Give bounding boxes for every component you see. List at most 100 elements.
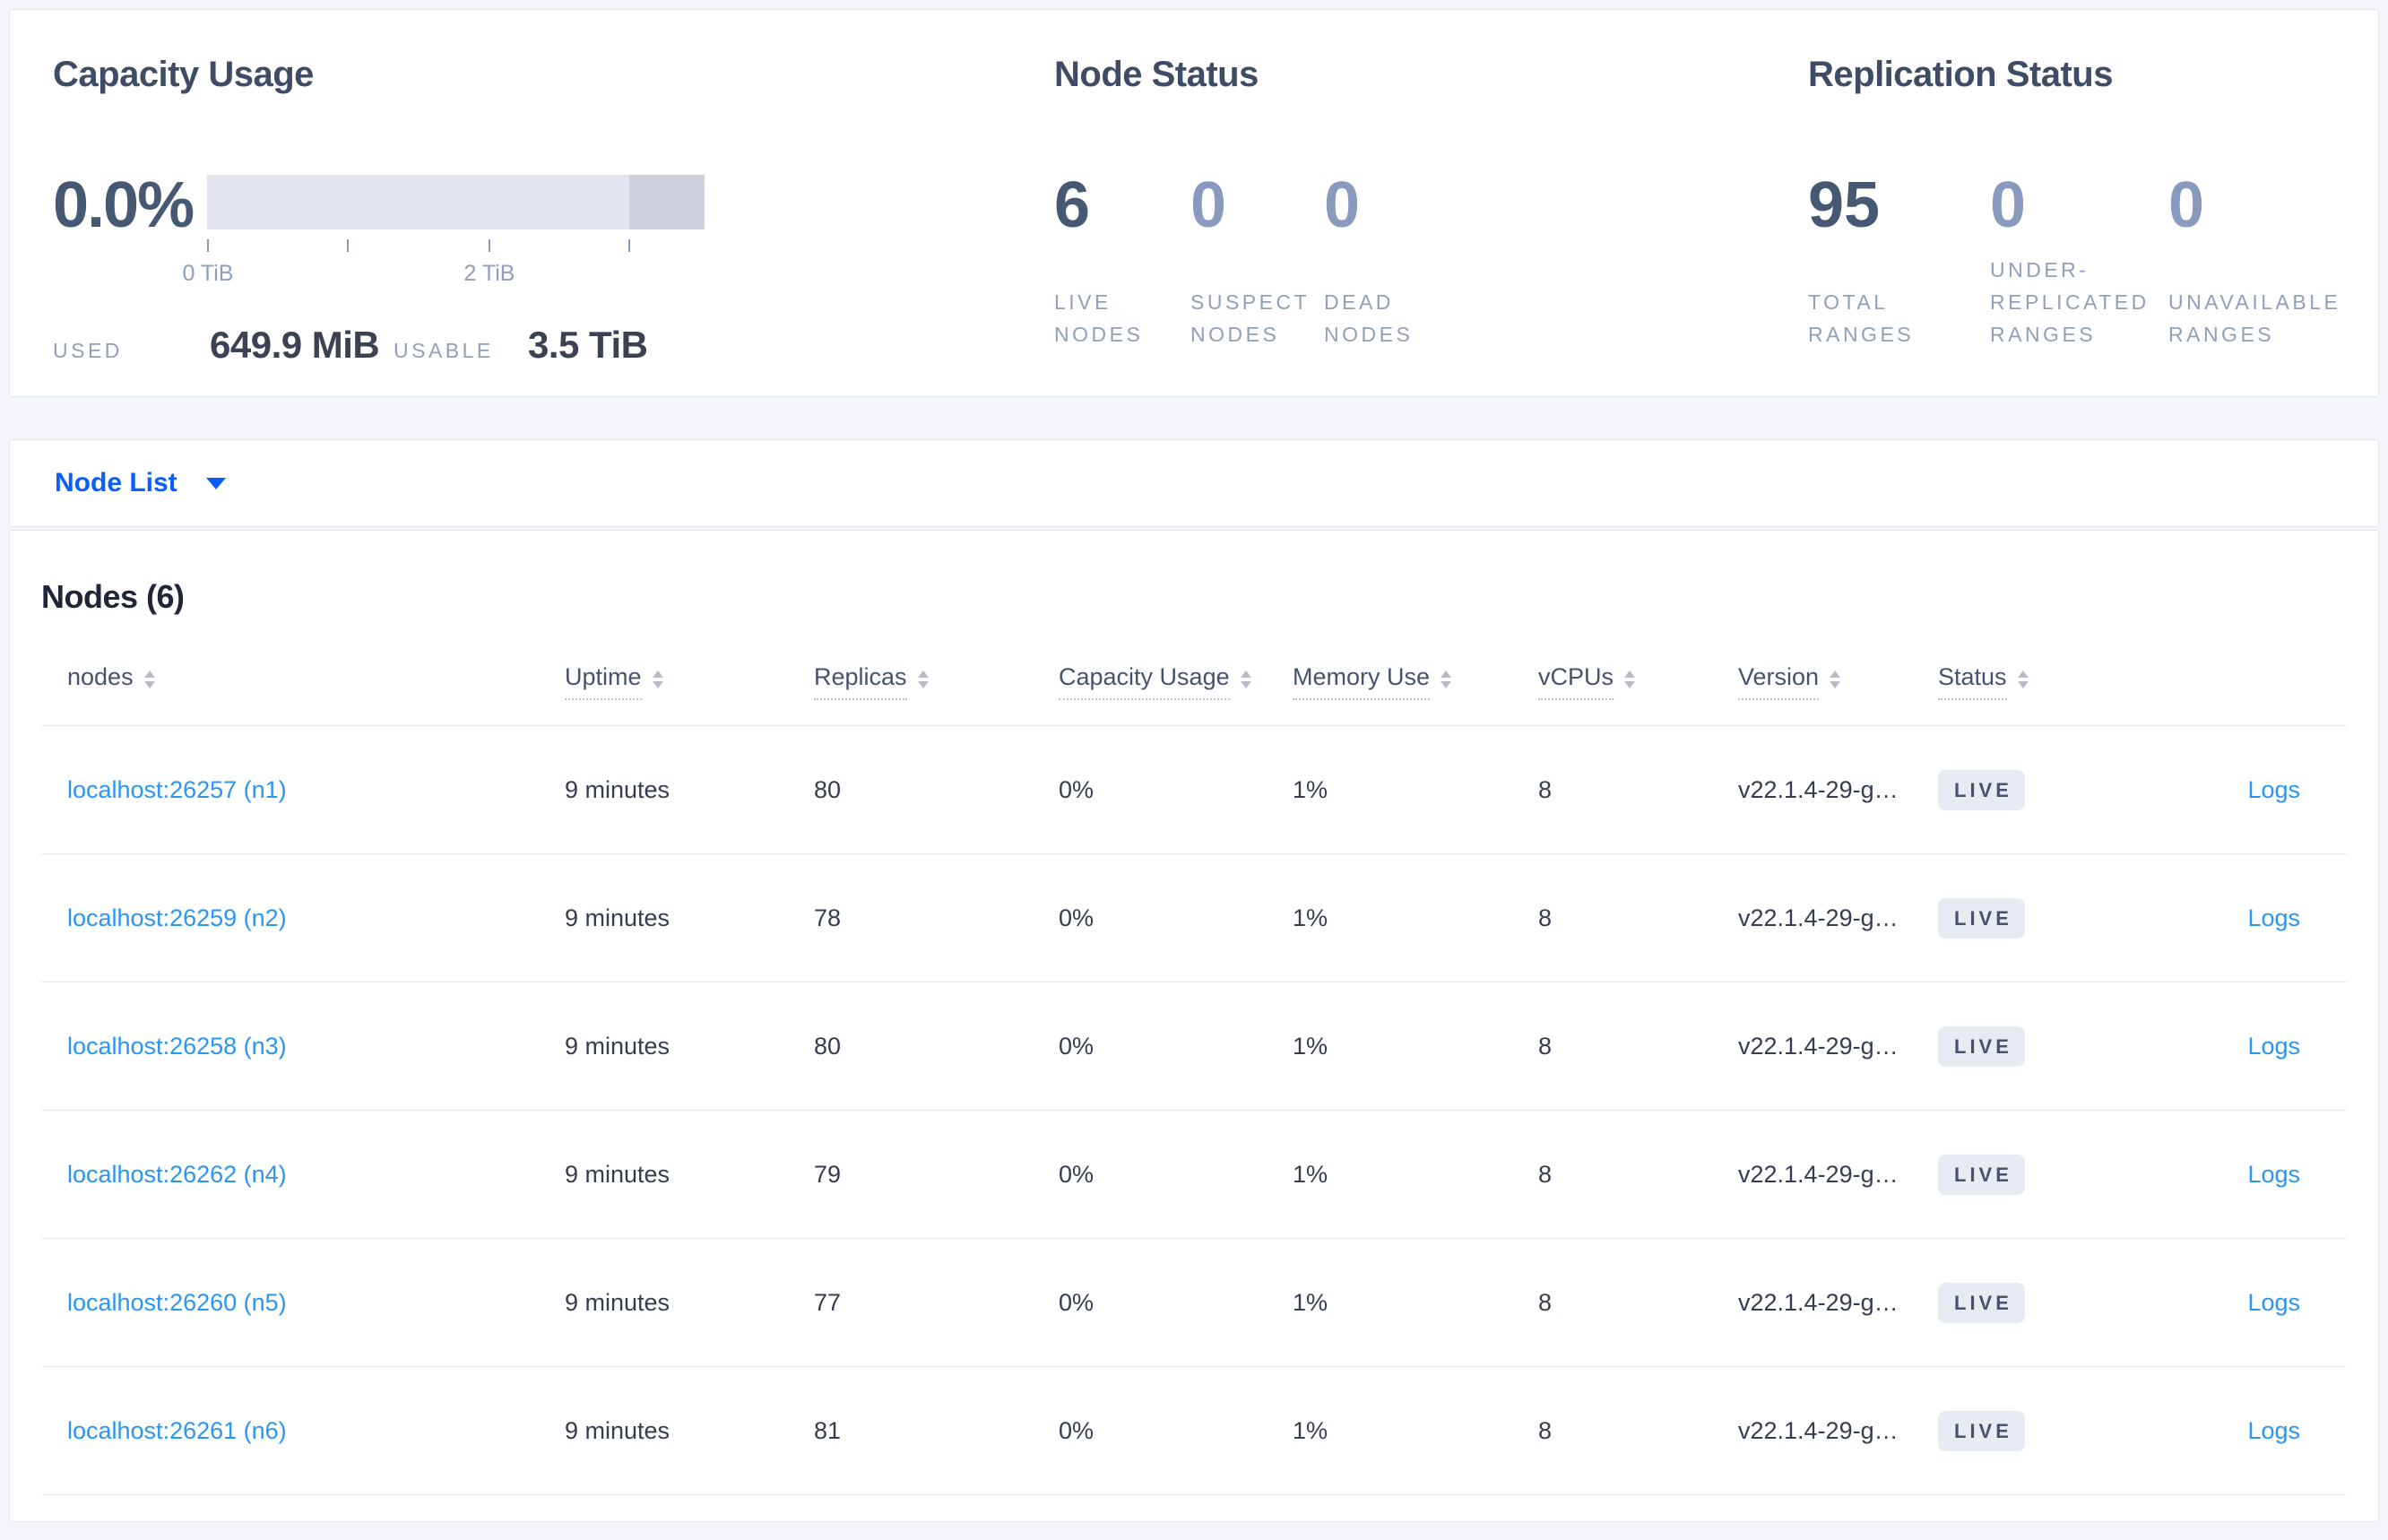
- table-row: localhost:26259 (n2) 9 minutes 78 0% 1% …: [41, 854, 2347, 982]
- node-link[interactable]: localhost:26257 (n1): [67, 775, 287, 803]
- column-header-version[interactable]: Version: [1738, 663, 1938, 700]
- node-link[interactable]: localhost:26262 (n4): [67, 1160, 287, 1188]
- column-header-status[interactable]: Status: [1938, 663, 2193, 700]
- column-label: Replicas: [814, 663, 907, 700]
- capacity-used-row: USED 649.9 MiB USABLE 3.5 TiB: [53, 324, 994, 367]
- replicas-cell: 78: [814, 904, 842, 931]
- column-header-nodes[interactable]: nodes: [41, 663, 565, 700]
- logs-cell: Logs: [2193, 1417, 2347, 1445]
- logs-link[interactable]: Logs: [2247, 1288, 2300, 1316]
- column-header-replicas[interactable]: Replicas: [814, 663, 1059, 700]
- capacity-usage-cell: 0%: [1059, 904, 1094, 931]
- view-selector-dropdown[interactable]: Node List: [55, 468, 226, 498]
- status-cell: LIVE: [1938, 1025, 2193, 1067]
- sort-icon[interactable]: [2017, 670, 2029, 688]
- node-link[interactable]: localhost:26258 (n3): [67, 1032, 287, 1060]
- logs-cell: Logs: [2193, 1033, 2347, 1060]
- under-replicated-metric: 0 UNDER-REPLICATED RANGES: [1990, 173, 2168, 350]
- column-label: Status: [1938, 663, 2007, 700]
- node-link[interactable]: localhost:26260 (n5): [67, 1288, 287, 1316]
- unavailable-ranges-metric: 0 UNAVAILABLE RANGES: [2168, 173, 2361, 350]
- table-row: localhost:26262 (n4) 9 minutes 79 0% 1% …: [41, 1111, 2347, 1239]
- status-badge: LIVE: [1938, 1154, 2025, 1195]
- replicas-cell: 77: [814, 1288, 842, 1316]
- sort-icon[interactable]: [1240, 670, 1251, 688]
- replication-status-title: Replication Status: [1808, 55, 2113, 94]
- capacity-usage-title: Capacity Usage: [53, 55, 314, 94]
- vcpus-cell: 8: [1538, 1416, 1553, 1444]
- status-badge: LIVE: [1938, 1282, 2025, 1323]
- total-ranges-metric: 95 TOTAL RANGES: [1808, 173, 1990, 350]
- used-label: USED: [53, 339, 123, 362]
- node-address-cell: localhost:26260 (n5): [41, 1289, 565, 1317]
- axis-tick: [489, 239, 490, 252]
- logs-link[interactable]: Logs: [2247, 904, 2300, 931]
- node-status-panel: Node Status 6 LIVE NODES 0 SUSPECT NODES…: [1054, 53, 1735, 350]
- suspect-nodes-label: SUSPECT NODES: [1190, 290, 1310, 346]
- memory-use-cell: 1%: [1293, 1416, 1328, 1444]
- uptime-cell: 9 minutes: [565, 1032, 671, 1060]
- logs-link[interactable]: Logs: [2247, 1160, 2300, 1188]
- status-cell: LIVE: [1938, 897, 2193, 939]
- vcpus-cell: 8: [1538, 1288, 1553, 1316]
- column-label: Version: [1738, 663, 1820, 700]
- replicas-cell: 79: [814, 1160, 842, 1188]
- cluster-overview-card: Capacity Usage 0.0% 0 TiB 2 TiB USED 649…: [9, 9, 2379, 397]
- status-badge: LIVE: [1938, 1410, 2025, 1451]
- suspect-nodes-metric: 0 SUSPECT NODES: [1190, 173, 1324, 350]
- logs-cell: Logs: [2193, 904, 2347, 932]
- column-header-capacity-usage[interactable]: Capacity Usage: [1059, 663, 1293, 700]
- sort-icon[interactable]: [917, 670, 929, 688]
- column-header-vcpus[interactable]: vCPUs: [1538, 663, 1738, 700]
- logs-link[interactable]: Logs: [2247, 1032, 2300, 1060]
- status-cell: LIVE: [1938, 1154, 2193, 1195]
- vcpus-cell: 8: [1538, 904, 1553, 931]
- unavailable-ranges-value: 0: [2168, 169, 2205, 241]
- column-header-uptime[interactable]: Uptime: [565, 663, 814, 700]
- total-ranges-label: TOTAL RANGES: [1808, 290, 1915, 346]
- live-nodes-metric: 6 LIVE NODES: [1054, 173, 1190, 350]
- under-replicated-value: 0: [1990, 169, 2027, 241]
- capacity-usage-row: 0.0% 0 TiB 2 TiB: [53, 173, 994, 290]
- memory-use-cell: 1%: [1293, 1288, 1328, 1316]
- memory-use-cell: 1%: [1293, 904, 1328, 931]
- node-address-cell: localhost:26262 (n4): [41, 1161, 565, 1189]
- column-label: Memory Use: [1293, 663, 1431, 700]
- node-address-cell: localhost:26261 (n6): [41, 1417, 565, 1445]
- version-cell: v22.1.4-29-g…: [1738, 1032, 1899, 1060]
- memory-use-cell: 1%: [1293, 1032, 1328, 1060]
- total-ranges-value: 95: [1808, 169, 1881, 241]
- sort-icon[interactable]: [1624, 670, 1636, 688]
- dead-nodes-value: 0: [1324, 169, 1361, 241]
- status-badge: LIVE: [1938, 1025, 2025, 1067]
- memory-use-cell: 1%: [1293, 1160, 1328, 1188]
- vcpus-cell: 8: [1538, 1032, 1553, 1060]
- logs-cell: Logs: [2193, 1161, 2347, 1189]
- node-status-title: Node Status: [1054, 55, 1259, 94]
- replication-status-panel: Replication Status 95 TOTAL RANGES 0 UND…: [1808, 53, 2364, 350]
- logs-cell: Logs: [2193, 1289, 2347, 1317]
- node-link[interactable]: localhost:26259 (n2): [67, 904, 287, 931]
- sort-icon[interactable]: [1441, 670, 1452, 688]
- logs-cell: Logs: [2193, 776, 2347, 804]
- table-row: localhost:26257 (n1) 9 minutes 80 0% 1% …: [41, 726, 2347, 854]
- logs-link[interactable]: Logs: [2247, 775, 2300, 803]
- axis-tick: [207, 239, 209, 252]
- version-cell: v22.1.4-29-g…: [1738, 904, 1899, 931]
- logs-link[interactable]: Logs: [2247, 1416, 2300, 1444]
- node-address-cell: localhost:26257 (n1): [41, 776, 565, 804]
- usable-label: USABLE: [394, 339, 494, 362]
- node-status-metrics: 6 LIVE NODES 0 SUSPECT NODES 0 DEAD NODE…: [1054, 173, 1735, 350]
- column-header-memory-use[interactable]: Memory Use: [1293, 663, 1538, 700]
- sort-icon[interactable]: [143, 670, 155, 688]
- table-header-row: nodes Uptime Replicas Capacity Usage Mem…: [41, 638, 2347, 726]
- node-link[interactable]: localhost:26261 (n6): [67, 1416, 287, 1444]
- status-cell: LIVE: [1938, 1410, 2193, 1451]
- sort-icon[interactable]: [652, 670, 663, 688]
- replicas-cell: 80: [814, 1032, 842, 1060]
- nodes-section-title: Nodes (6): [41, 578, 185, 615]
- column-label: Uptime: [565, 663, 642, 700]
- column-label: vCPUs: [1538, 663, 1614, 700]
- under-replicated-label: UNDER-REPLICATED RANGES: [1990, 258, 2150, 346]
- sort-icon[interactable]: [1830, 670, 1841, 688]
